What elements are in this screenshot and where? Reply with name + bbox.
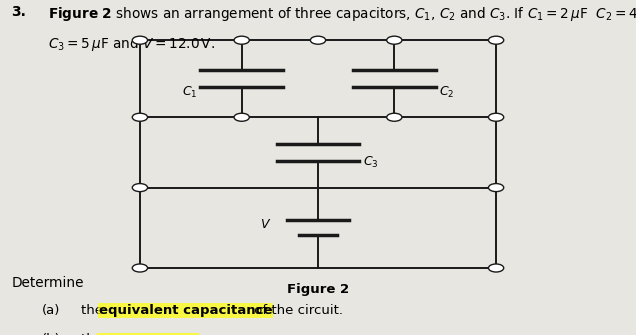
Circle shape bbox=[488, 113, 504, 121]
Text: the: the bbox=[81, 304, 107, 317]
Text: (b): (b) bbox=[42, 333, 60, 335]
Circle shape bbox=[488, 36, 504, 44]
Text: 3.: 3. bbox=[11, 5, 26, 19]
Text: Determine: Determine bbox=[11, 276, 84, 290]
Text: the: the bbox=[81, 333, 107, 335]
Circle shape bbox=[488, 264, 504, 272]
Circle shape bbox=[234, 36, 249, 44]
Text: equivalent capacitance: equivalent capacitance bbox=[99, 304, 272, 317]
Text: of the circuit.: of the circuit. bbox=[250, 304, 343, 317]
Text: $C_2$: $C_2$ bbox=[439, 84, 454, 100]
Text: Figure 2: Figure 2 bbox=[287, 283, 349, 296]
Circle shape bbox=[488, 184, 504, 192]
Text: $C_1$: $C_1$ bbox=[182, 84, 197, 100]
Circle shape bbox=[387, 36, 402, 44]
Circle shape bbox=[132, 113, 148, 121]
Circle shape bbox=[387, 113, 402, 121]
Text: $\mathbf{Figure\ 2}$ shows an arrangement of three capacitors, $C_1$, $C_2$ and : $\mathbf{Figure\ 2}$ shows an arrangemen… bbox=[48, 5, 636, 23]
Circle shape bbox=[310, 36, 326, 44]
Circle shape bbox=[132, 264, 148, 272]
Circle shape bbox=[132, 36, 148, 44]
Text: (a): (a) bbox=[42, 304, 60, 317]
Text: charge on $C_1$.: charge on $C_1$. bbox=[98, 333, 198, 335]
Circle shape bbox=[234, 113, 249, 121]
Text: $V$: $V$ bbox=[260, 218, 272, 231]
Text: $C_3$: $C_3$ bbox=[363, 155, 378, 170]
Circle shape bbox=[132, 184, 148, 192]
Text: $C_3 = 5\,\mu\mathrm{F}$ and $V = 12.0\,\mathrm{V}$.: $C_3 = 5\,\mu\mathrm{F}$ and $V = 12.0\,… bbox=[48, 35, 215, 53]
